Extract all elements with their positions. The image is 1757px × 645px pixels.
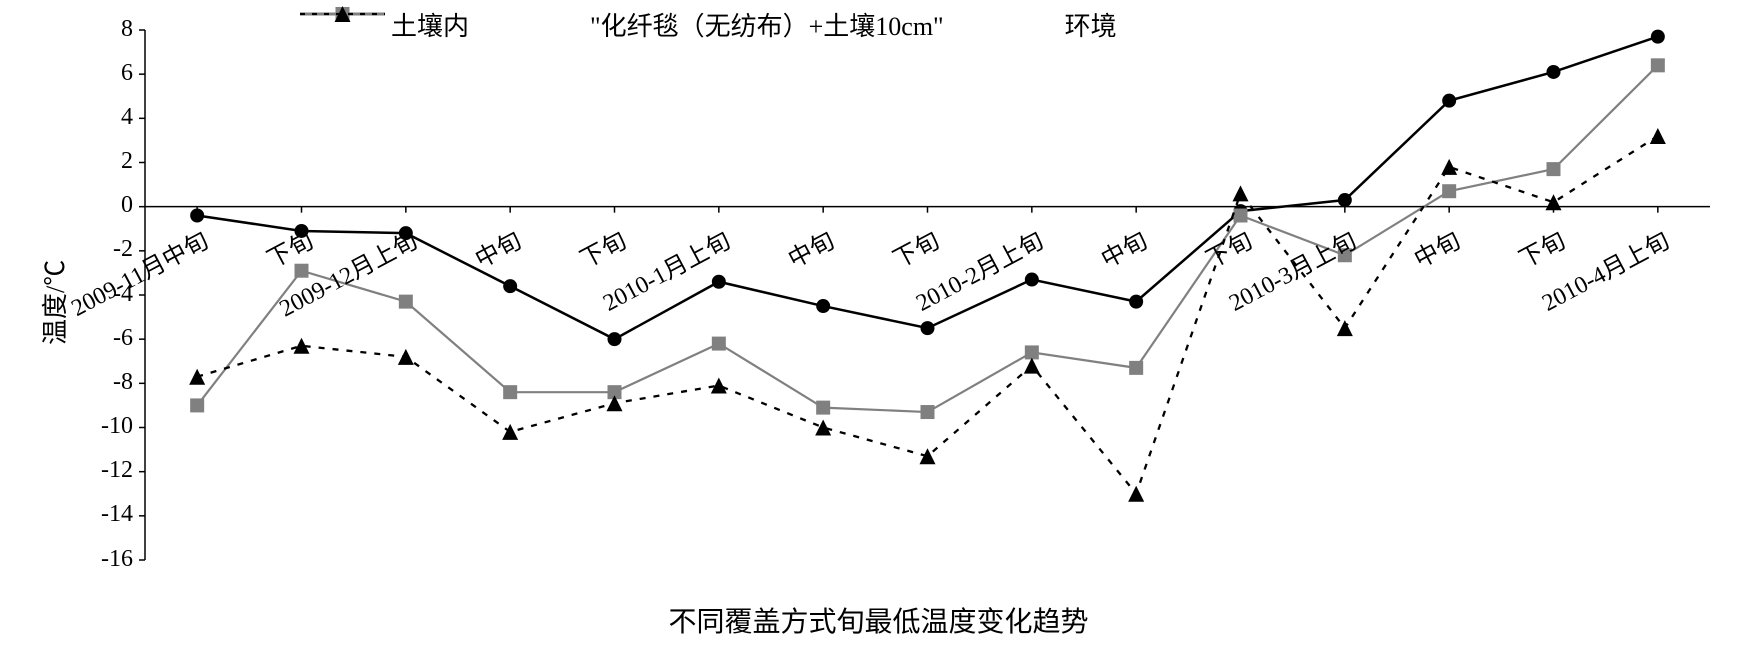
y-tick-label: 0 <box>75 192 133 219</box>
chart-container: 土壤内"化纤毯（无纺布）+土壤10cm"环境 温度/℃ 不同覆盖方式旬最低温度变… <box>0 0 1757 645</box>
y-tick-label: 8 <box>75 16 133 43</box>
y-tick-label: 2 <box>75 148 133 175</box>
y-tick-label: -10 <box>75 413 133 440</box>
y-tick-label: -16 <box>75 546 133 573</box>
y-tick-label: 6 <box>75 60 133 87</box>
y-tick-label: -12 <box>75 457 133 484</box>
y-tick-label: -8 <box>75 369 133 396</box>
y-tick-label: -14 <box>75 501 133 528</box>
y-tick-label: 4 <box>75 104 133 131</box>
